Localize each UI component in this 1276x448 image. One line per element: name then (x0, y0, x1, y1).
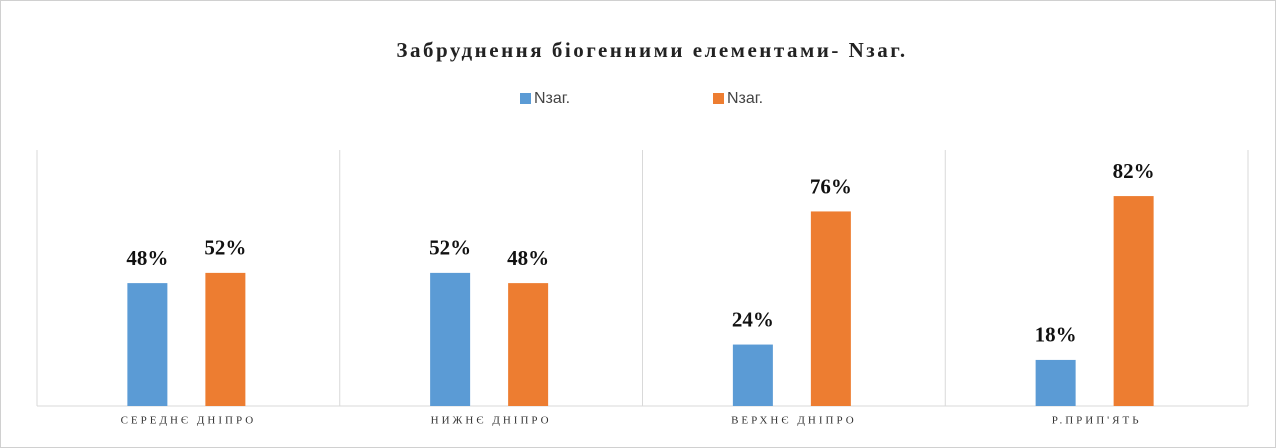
bar (732, 344, 773, 406)
bar (810, 211, 851, 406)
bar (205, 272, 246, 406)
data-label: 82% (1113, 159, 1155, 183)
legend-label: Nзаг. (727, 90, 763, 107)
data-label: 18% (1035, 323, 1077, 347)
data-label: 48% (507, 246, 549, 270)
x-tick-label: ВЕРХНЄ ДНІПРО (731, 415, 857, 427)
data-label: 24% (732, 307, 774, 331)
bar (127, 283, 168, 406)
legend-label: Nзаг. (534, 90, 570, 107)
x-tick-label: СЕРЕДНЄ ДНІПРО (121, 415, 257, 427)
data-label: 48% (126, 246, 168, 270)
bar (1035, 359, 1076, 406)
legend-swatch (713, 93, 724, 104)
bar (430, 272, 471, 406)
chart-title: Забруднення біогенними елементами- Nзаг. (396, 38, 907, 62)
bar (1113, 196, 1154, 406)
data-label: 52% (429, 236, 471, 260)
x-tick-label: Р.ПРИП'ЯТЬ (1052, 415, 1142, 427)
x-tick-label: НИЖНЄ ДНІПРО (431, 415, 552, 427)
data-label: 52% (204, 236, 246, 260)
bar (508, 283, 549, 406)
legend-swatch (520, 93, 531, 104)
data-label: 76% (810, 174, 852, 198)
